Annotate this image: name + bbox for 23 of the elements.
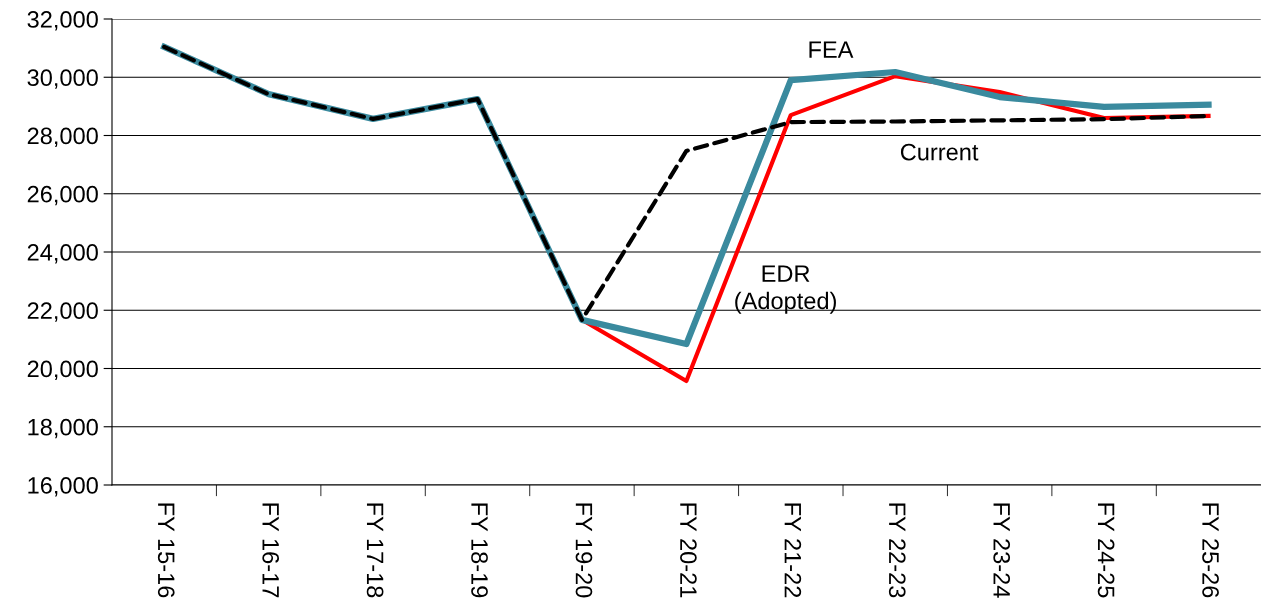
x-tick-label: FY 20-21	[680, 503, 697, 598]
series-label: FEA	[809, 41, 854, 58]
x-tick-label: FY 22-23	[888, 503, 906, 598]
y-tick-label: 18,000	[28, 418, 98, 439]
y-tick-label: 22,000	[27, 302, 98, 322]
x-tick-label: FY 18-19	[471, 503, 488, 598]
x-tick-label: FY 21-22	[784, 503, 802, 598]
x-tick-label: FY 24-25	[1097, 503, 1115, 598]
x-tick-label: FY 15-16	[157, 503, 175, 598]
y-tick-label: 20,000	[27, 360, 98, 381]
y-tick-label: 32,000	[27, 11, 98, 31]
x-tick-label: FY 16-17	[262, 503, 280, 598]
y-tick-label: 26,000	[27, 185, 98, 206]
series-label: EDR (Adopted)	[735, 265, 836, 314]
y-tick-label: 24,000	[27, 244, 98, 264]
y-tick-label: 28,000	[27, 127, 98, 148]
x-tick-label: FY 17-18	[366, 503, 384, 598]
x-tick-label: FY 25-26	[1202, 503, 1219, 598]
x-tick-label: FY 23-24	[993, 503, 1011, 598]
series-label: Current	[900, 143, 979, 161]
y-tick-label: 30,000	[27, 69, 98, 89]
y-tick-label: 16,000	[28, 477, 98, 497]
x-tick-label: FY 19-20	[575, 503, 593, 598]
